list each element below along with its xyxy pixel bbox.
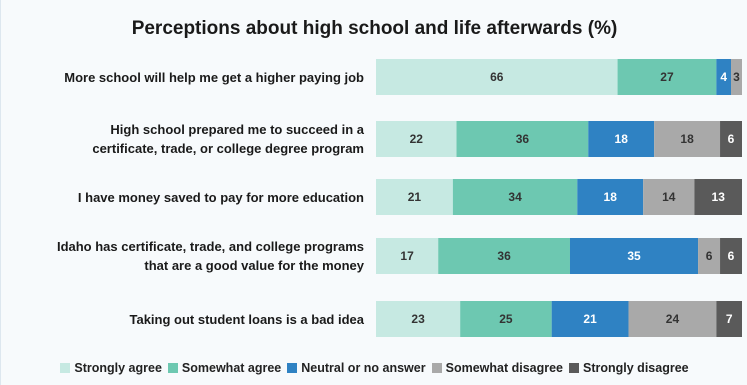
legend-swatch xyxy=(167,363,178,373)
data-label: 17 xyxy=(400,249,414,263)
legend-label: Strongly agree xyxy=(74,361,162,375)
bar-segment xyxy=(698,238,721,274)
bar-segment xyxy=(654,121,721,157)
bar-segment xyxy=(643,179,695,215)
data-label: 24 xyxy=(666,312,680,326)
legend-label: Neutral or no answer xyxy=(301,361,426,375)
data-label: 18 xyxy=(615,132,629,146)
data-label: 14 xyxy=(662,190,676,204)
legend-swatch xyxy=(287,363,298,373)
legend-item: Strongly agree xyxy=(60,361,162,375)
data-label: 25 xyxy=(499,312,513,326)
legend-item: Neutral or no answer xyxy=(287,361,426,375)
bar-segment xyxy=(628,301,717,337)
legend-swatch xyxy=(569,363,580,373)
legend-item: Somewhat agree xyxy=(167,361,282,375)
data-label: 6 xyxy=(728,132,735,146)
bar-segment xyxy=(452,179,578,215)
category-label: I have money saved to pay for more educa… xyxy=(77,189,364,205)
legend-label: Somewhat disagree xyxy=(445,361,564,375)
bar-segment xyxy=(720,238,742,274)
data-label: 18 xyxy=(680,132,694,146)
data-label: 36 xyxy=(497,249,511,263)
bar-segment xyxy=(376,121,457,157)
bar-segment xyxy=(617,59,717,95)
data-label: 23 xyxy=(411,312,425,326)
legend-label: Somewhat agree xyxy=(181,361,282,375)
bar-segment xyxy=(551,301,629,337)
bar-segment xyxy=(720,121,742,157)
bar-segment xyxy=(731,59,742,95)
legend-swatch xyxy=(60,363,71,373)
bar-segment xyxy=(376,238,439,274)
bar-segment xyxy=(460,301,552,337)
bar-segment xyxy=(438,238,570,274)
data-label: 3 xyxy=(733,70,740,84)
data-label: 66 xyxy=(490,70,504,84)
chart-title: Perceptions about high school and life a… xyxy=(131,18,618,39)
bar-segment xyxy=(694,179,742,215)
legend-item: Strongly disagree xyxy=(569,361,689,375)
legend: Strongly agree Somewhat agree Neutral or n… xyxy=(1,358,747,378)
data-label: 13 xyxy=(712,190,726,204)
data-label: 4 xyxy=(720,70,727,84)
bar-segment xyxy=(716,301,742,337)
bar-segment xyxy=(376,179,453,215)
bar-segment xyxy=(569,238,699,274)
category-label: More school will help me get a higher pa… xyxy=(64,69,364,85)
data-label: 22 xyxy=(410,132,424,146)
legend-label: Strongly disagree xyxy=(583,361,689,375)
data-label: 34 xyxy=(508,190,522,204)
category-label: Idaho has certificate, trade, and colleg… xyxy=(56,239,364,273)
data-label: 6 xyxy=(728,249,735,263)
bar-segment xyxy=(577,179,644,215)
data-label: 21 xyxy=(583,312,597,326)
data-label: 36 xyxy=(516,132,530,146)
data-label: 35 xyxy=(627,249,641,263)
data-label: 6 xyxy=(706,249,713,263)
legend-item: Somewhat disagree xyxy=(431,361,564,375)
bar-segment xyxy=(716,59,732,95)
data-label: 7 xyxy=(726,312,733,326)
bar-segment xyxy=(376,301,461,337)
category-label: High school prepared me to succeed in a … xyxy=(92,122,364,156)
data-label: 18 xyxy=(604,190,618,204)
bar-segment xyxy=(456,121,589,157)
data-label: 21 xyxy=(408,190,422,204)
bar-segment xyxy=(588,121,655,157)
legend-swatch xyxy=(431,363,442,373)
data-label: 27 xyxy=(660,70,674,84)
bar-segment xyxy=(376,59,618,95)
category-label: Taking out student loans is a bad idea xyxy=(129,311,364,327)
